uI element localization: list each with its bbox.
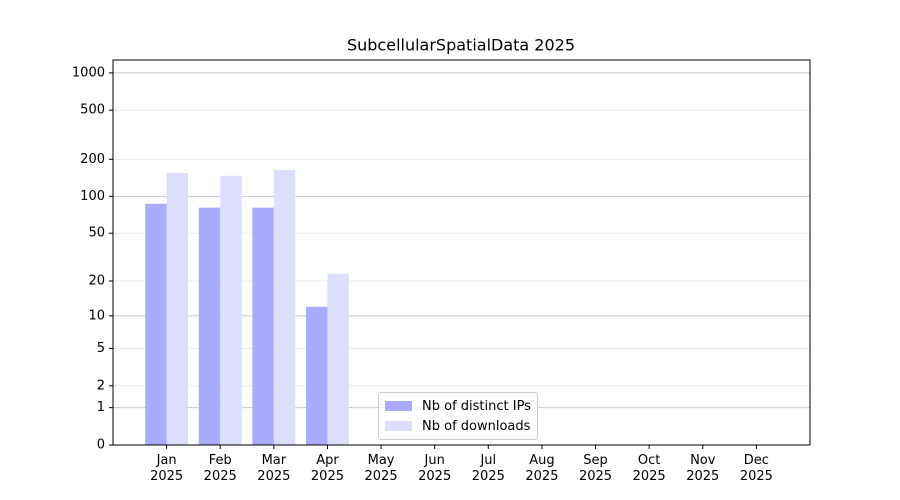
x-tick-label: Feb 2025 bbox=[203, 453, 237, 484]
legend-label: Nb of downloads bbox=[422, 418, 531, 434]
legend-item: Nb of downloads bbox=[385, 416, 531, 436]
x-tick-label: Aug 2025 bbox=[525, 453, 559, 484]
y-tick-label: 5 bbox=[97, 341, 105, 356]
legend: Nb of distinct IPs Nb of downloads bbox=[378, 392, 538, 440]
y-tick-label: 1000 bbox=[72, 65, 105, 80]
y-tick-label: 100 bbox=[80, 189, 105, 204]
legend-item: Nb of distinct IPs bbox=[385, 396, 531, 416]
bar bbox=[145, 203, 167, 445]
x-tick-label: Dec 2025 bbox=[739, 453, 773, 484]
x-tick-label: Oct 2025 bbox=[632, 453, 666, 484]
x-tick-label: Jun 2025 bbox=[418, 453, 452, 484]
bar bbox=[306, 306, 328, 445]
y-tick-label: 2 bbox=[97, 378, 105, 393]
plot-frame bbox=[112, 59, 811, 446]
x-tick-label: Mar 2025 bbox=[257, 453, 291, 484]
legend-label: Nb of distinct IPs bbox=[422, 398, 531, 414]
legend-swatch bbox=[385, 421, 412, 431]
y-tick-label: 50 bbox=[88, 226, 105, 241]
y-tick-label: 0 bbox=[97, 438, 105, 453]
bar bbox=[273, 169, 296, 446]
y-tick-label: 10 bbox=[88, 308, 105, 323]
chart-title: SubcellularSpatialData 2025 bbox=[347, 36, 575, 55]
y-tick-label: 20 bbox=[88, 274, 105, 289]
x-tick-label: Nov 2025 bbox=[686, 453, 720, 484]
bar bbox=[252, 207, 274, 445]
x-tick-label: Jul 2025 bbox=[471, 453, 505, 484]
x-tick-label: Jan 2025 bbox=[150, 453, 184, 484]
x-tick-label: Apr 2025 bbox=[310, 453, 344, 484]
legend-swatch bbox=[385, 401, 412, 411]
bar bbox=[220, 175, 242, 445]
y-tick-label: 500 bbox=[80, 103, 105, 118]
bar bbox=[327, 273, 349, 445]
x-tick-label: May 2025 bbox=[364, 453, 398, 484]
x-tick-label: Sep 2025 bbox=[578, 453, 613, 484]
bar bbox=[166, 172, 189, 445]
y-tick-label: 200 bbox=[80, 152, 105, 167]
y-tick-label: 1 bbox=[97, 400, 105, 415]
bar bbox=[198, 207, 221, 445]
